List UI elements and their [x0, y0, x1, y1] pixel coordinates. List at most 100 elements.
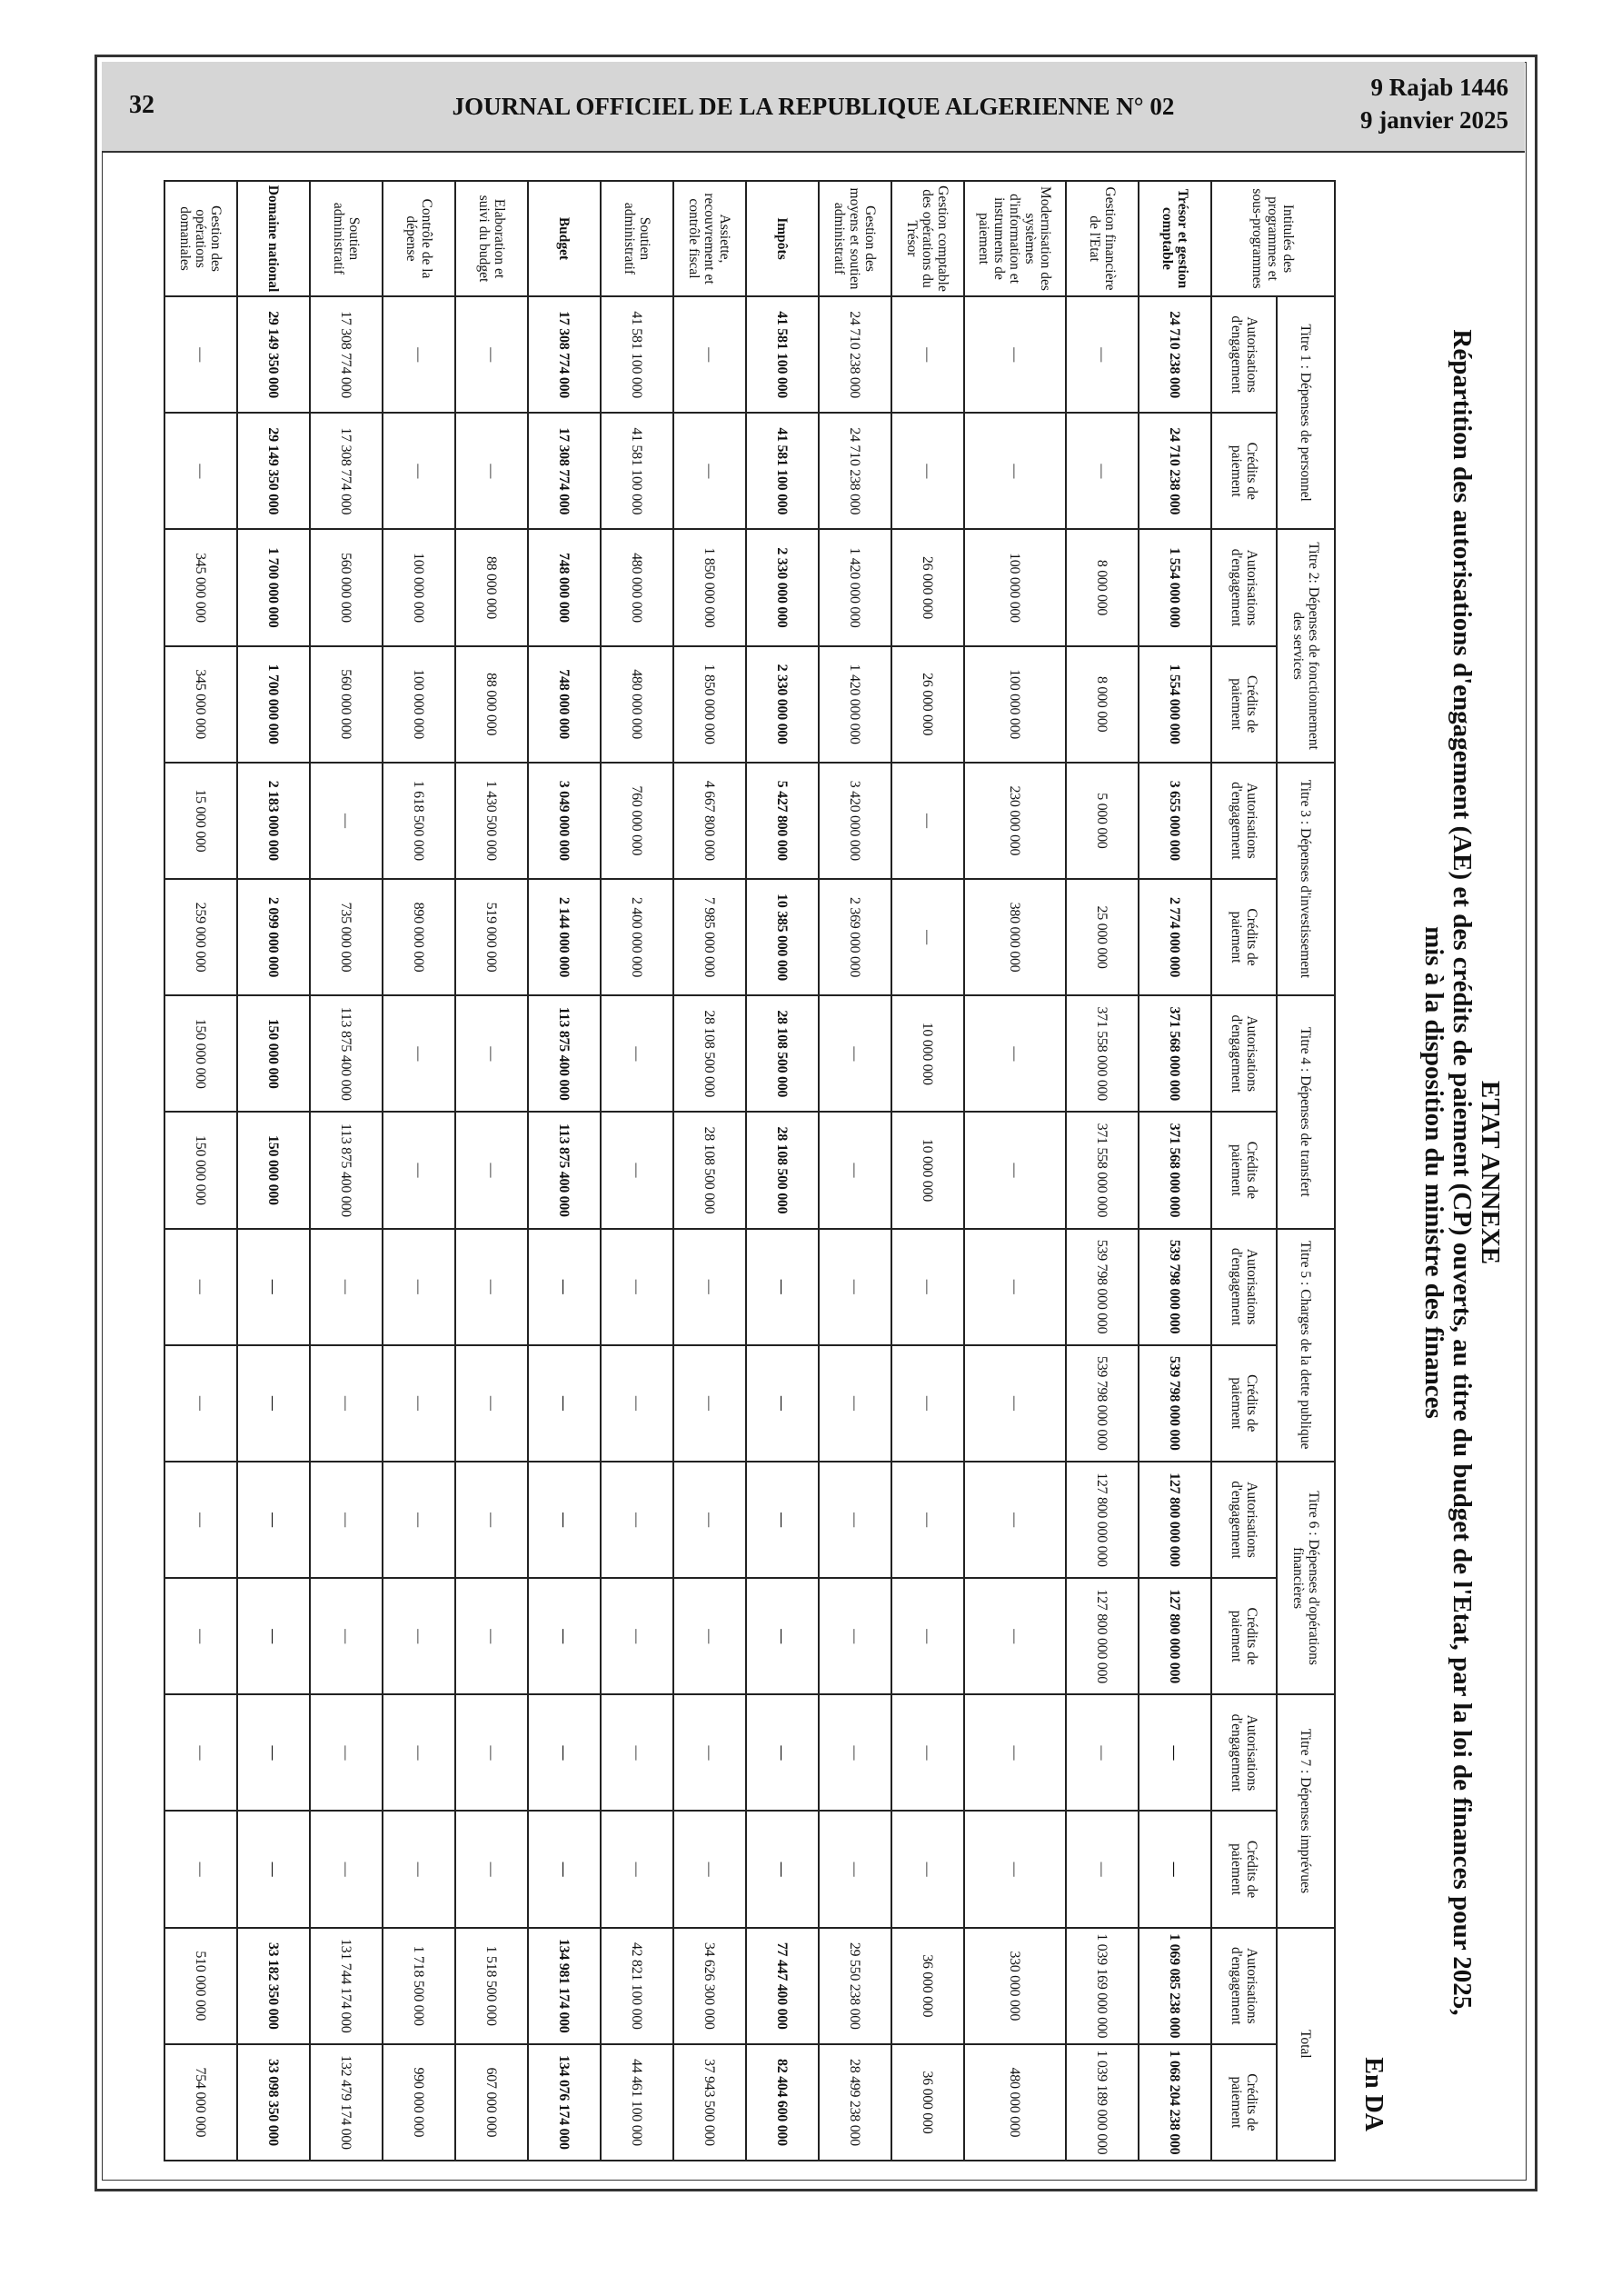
cp-value: 2 144 000 000: [528, 878, 601, 996]
ae-value: 371 558 000 000: [1066, 995, 1139, 1113]
ae-value: —: [673, 1461, 746, 1579]
ae-value: 3 655 000 000: [1139, 762, 1211, 879]
ae-value: —: [1066, 1694, 1139, 1812]
cp-value: 132 479 174 000: [310, 2043, 383, 2161]
cp-value: —: [455, 1112, 528, 1229]
ae-value: 330 000 000: [964, 1927, 1066, 2044]
ae-value: —: [964, 995, 1066, 1113]
ae-value: 100 000 000: [383, 529, 455, 646]
row-label: Elaboration et suivi du budget: [455, 181, 528, 296]
ae-value: —: [673, 1694, 746, 1812]
annex-heading: ETAT ANNEXE: [1476, 1080, 1505, 1265]
cp-value: —: [891, 1578, 964, 1695]
cp-value: —: [964, 1344, 1066, 1462]
table-row: Modernisation des systèmes d'information…: [964, 181, 1066, 2161]
ae-value: —: [891, 296, 964, 414]
ae-value: 41 581 100 000: [601, 296, 673, 414]
cp-value: 25 000 000: [1066, 878, 1139, 996]
row-label: Contrôle de la dépense: [383, 181, 455, 296]
table-row: Gestion comptable des opérations du Trés…: [891, 181, 964, 2161]
cp-value: 44 461 100 000: [601, 2043, 673, 2161]
ae-value: —: [237, 1228, 310, 1345]
ae-value: —: [164, 1694, 237, 1812]
cp-value: 28 108 500 000: [746, 1112, 819, 1229]
ae-value: 748 000 000: [528, 529, 601, 646]
cp-value: 480 000 000: [601, 645, 673, 763]
cp-value: 1 068 204 238 000: [1139, 2043, 1211, 2161]
cp-value: —: [964, 1578, 1066, 1695]
table-row: Impôts 41 581 100 000 41 581 100 000 2 330 …: [746, 181, 819, 2161]
cp-value: —: [601, 1811, 673, 1928]
cp-value: —: [237, 1578, 310, 1695]
ae-value: 127 800 000 000: [1139, 1461, 1211, 1579]
journal-title: JOURNAL OFFICIEL DE LA REPUBLIQUE ALGERI…: [452, 93, 1175, 120]
budget-table: Intitulés des programmes et sous-program…: [164, 180, 1336, 2161]
ae-value: 560 000 000: [310, 529, 383, 646]
ae-value: 28 108 500 000: [746, 995, 819, 1113]
ae-value: 134 981 174 000: [528, 1927, 601, 2044]
row-label: Impôts: [746, 181, 819, 296]
ae-value: 88 000 000: [455, 529, 528, 646]
cp-value: 371 558 000 000: [1066, 1112, 1139, 1229]
cp-value: —: [383, 1811, 455, 1928]
cp-value: 37 943 500 000: [673, 2043, 746, 2161]
ae-value: —: [383, 1694, 455, 1812]
ae-value: —: [891, 1228, 964, 1345]
table-row: Gestion des opérations domaniales — —345 0…: [164, 181, 237, 2161]
ae-value: 480 000 000: [601, 529, 673, 646]
cp-value: —: [1066, 413, 1139, 530]
cp-value: —: [237, 1811, 310, 1928]
row-label: Gestion des moyens et soutien administra…: [819, 181, 891, 296]
cp-value: —: [383, 1344, 455, 1462]
cp-value: —: [964, 413, 1066, 530]
sub-header-cp: Crédits de paiement: [1211, 645, 1277, 763]
cp-value: 7 985 000 000: [673, 878, 746, 996]
cp-value: 539 798 000 000: [1139, 1344, 1211, 1462]
cp-value: 259 000 000: [164, 878, 237, 996]
cp-value: 8 000 000: [1066, 645, 1139, 763]
ae-value: —: [964, 296, 1066, 414]
row-label: Trésor et gestion comptable: [1139, 181, 1211, 296]
ae-value: 1 850 000 000: [673, 529, 746, 646]
table-row: Gestion financière de l'Etat — —8 000 000 8…: [1066, 181, 1139, 2161]
cp-value: 345 000 000: [164, 645, 237, 763]
ae-value: 113 875 400 000: [310, 995, 383, 1113]
annex-title-block: ETAT ANNEXE Répartition des autorisation…: [1419, 177, 1505, 2168]
ae-value: 24 710 238 000: [1139, 296, 1211, 414]
ae-value: 10 000 000: [891, 995, 964, 1113]
ae-value: 2 330 000 000: [746, 529, 819, 646]
cp-value: 1 420 000 000: [819, 645, 891, 763]
cp-value: 2 369 000 000: [819, 878, 891, 996]
group-header: Titre 3 : Dépenses d'investissement: [1277, 762, 1335, 996]
ae-value: —: [383, 1461, 455, 1579]
ae-value: —: [819, 1694, 891, 1812]
ae-value: —: [455, 995, 528, 1113]
ae-value: 3 049 000 000: [528, 762, 601, 879]
cp-value: —: [964, 1112, 1066, 1229]
group-header: Titre 7 : Dépenses imprévues: [1277, 1694, 1335, 1928]
ae-value: 113 875 400 000: [528, 995, 601, 1113]
cp-value: 371 568 000 000: [1139, 1112, 1211, 1229]
ae-value: —: [310, 762, 383, 879]
cp-value: 100 000 000: [964, 645, 1066, 763]
ae-value: 41 581 100 000: [746, 296, 819, 414]
ae-value: 510 000 000: [164, 1927, 237, 2044]
ae-value: 371 568 000 000: [1139, 995, 1211, 1113]
cp-value: 519 000 000: [455, 878, 528, 996]
ae-value: —: [746, 1461, 819, 1579]
cp-value: 380 000 000: [964, 878, 1066, 996]
ae-value: 24 710 238 000: [819, 296, 891, 414]
cp-value: 2 330 000 000: [746, 645, 819, 763]
cp-value: 26 000 000: [891, 645, 964, 763]
table-row: Contrôle de la dépense — —100 000 000 100 0…: [383, 181, 455, 2161]
cp-value: —: [455, 1578, 528, 1695]
cp-value: 100 000 000: [383, 645, 455, 763]
cp-value: 2 774 000 000: [1139, 878, 1211, 996]
cp-value: —: [528, 1811, 601, 1928]
annex-title-line2: mis à la disposition du ministre des fin…: [1419, 926, 1448, 1419]
ae-value: —: [1139, 1694, 1211, 1812]
ae-value: —: [164, 296, 237, 414]
sub-header-cp: Crédits de paiement: [1211, 878, 1277, 996]
cp-value: —: [1066, 1811, 1139, 1928]
cp-value: —: [891, 1344, 964, 1462]
